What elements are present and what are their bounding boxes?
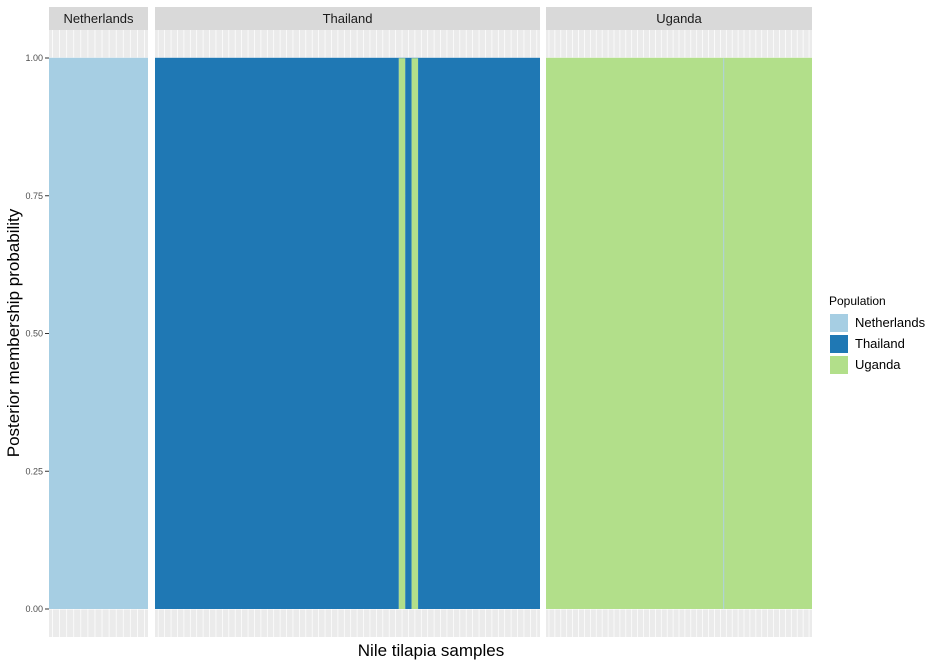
bar-segment-thailand: [418, 58, 540, 609]
facet-strip: [49, 7, 148, 30]
bar-segment-thailand: [405, 58, 412, 609]
facets: Netherlands Thailand Uganda: [49, 7, 812, 637]
facet-strip: [155, 7, 540, 30]
legend-label: Netherlands: [855, 315, 926, 330]
y-tick-label: 0.75: [25, 191, 43, 201]
legend-label: Uganda: [855, 357, 901, 372]
bars: [49, 57, 148, 609]
y-tick-label: 0.00: [25, 604, 43, 614]
facet-strip-label: Uganda: [656, 11, 702, 26]
x-axis-title: Nile tilapia samples: [358, 641, 504, 660]
y-tick-label: 1.00: [25, 53, 43, 63]
facet-strip-label: Thailand: [323, 11, 373, 26]
bar-segment-uganda: [546, 58, 724, 609]
bars: [546, 57, 812, 609]
bar-segment-uganda: [398, 58, 406, 609]
legend-key-uganda: [830, 356, 848, 374]
facet-strip-label: Netherlands: [63, 11, 134, 26]
bar-segment-uganda: [724, 58, 812, 609]
facet-strip: [546, 7, 812, 30]
bar-segment-netherlands: [723, 58, 725, 609]
bars: [155, 57, 540, 609]
facet-panel: Thailand: [155, 7, 540, 637]
y-axis: 0.00 0.25 0.50 0.75 1.00: [25, 53, 49, 614]
legend-key-thailand: [830, 335, 848, 353]
legend-label: Thailand: [855, 336, 905, 351]
bar-segment-netherlands: [49, 58, 148, 609]
facet-panel: Uganda: [546, 7, 812, 637]
y-tick-label: 0.25: [25, 466, 43, 476]
facet-panel: Netherlands: [49, 7, 148, 637]
legend-key-netherlands: [830, 314, 848, 332]
legend: Population Netherlands Thailand Uganda: [829, 294, 926, 374]
y-axis-title: Posterior membership probability: [4, 208, 23, 457]
legend-title: Population: [829, 294, 886, 308]
y-tick-label: 0.50: [25, 329, 43, 339]
bar-segment-uganda: [411, 58, 419, 609]
bar-segment-thailand: [155, 58, 399, 609]
